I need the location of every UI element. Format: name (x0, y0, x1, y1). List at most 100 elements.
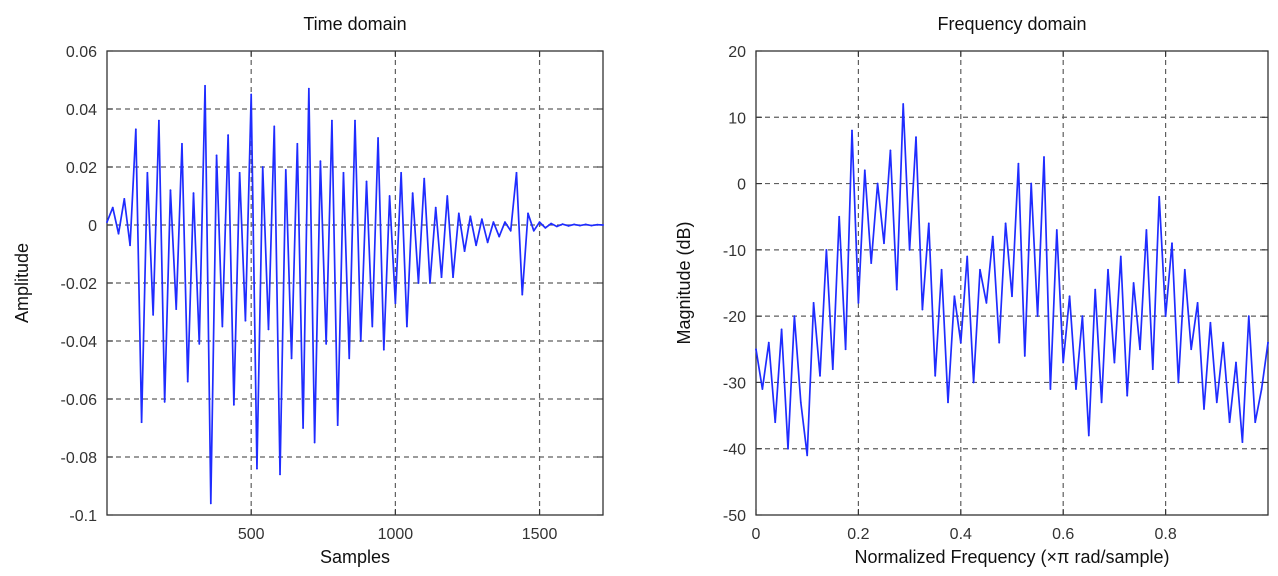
data-point (1068, 295, 1071, 298)
frequency-domain-chart: 0 0.2 0.4 0.6 0.8 20 10 0 -10 -20 -30 -40 -50 Frequen… (674, 14, 1269, 567)
data-point (325, 343, 328, 345)
data-point (1196, 301, 1199, 304)
chart-title: Time domain (303, 14, 406, 34)
data-point (106, 221, 108, 224)
data-point (123, 198, 126, 200)
data-point (889, 149, 892, 152)
x-tick-label: 0.2 (847, 526, 869, 543)
data-point (1062, 361, 1065, 364)
data-point (550, 222, 552, 225)
time-domain-panel: 500 1000 1500 0.06 0.04 0.02 0 -0.02 -0.04 -0.06 -… (12, 14, 604, 567)
data-point (475, 244, 478, 247)
data-point (498, 235, 501, 238)
data-point (221, 325, 224, 328)
data-point (538, 221, 541, 224)
data-point (1171, 242, 1173, 245)
data-point (812, 301, 815, 304)
data-point (267, 328, 270, 331)
data-point (972, 381, 975, 384)
y-tick-label: -0.06 (61, 392, 98, 409)
data-point (1100, 401, 1103, 404)
data-point (567, 224, 570, 227)
data-point (1049, 388, 1052, 390)
data-point (991, 235, 994, 238)
data-point (348, 357, 351, 360)
series-line (755, 103, 1269, 457)
data-point (296, 142, 299, 145)
data-point (876, 182, 879, 185)
y-tick-label: 20 (728, 44, 746, 61)
data-point (844, 348, 847, 351)
data-point (831, 368, 834, 371)
data-point (953, 295, 956, 298)
data-point (429, 282, 431, 284)
x-axis-label: Normalized Frequency (×π rad/sample) (854, 547, 1169, 567)
data-point (336, 424, 339, 426)
data-point (1158, 195, 1161, 198)
data-point (1017, 162, 1020, 165)
data-point (940, 268, 943, 271)
x-tick-label: 0.8 (1154, 526, 1176, 543)
data-point (927, 222, 930, 225)
data-point (532, 229, 535, 232)
data-point (359, 340, 362, 342)
data-point (1030, 182, 1033, 185)
data-point (1139, 348, 1141, 351)
data-point (755, 348, 757, 351)
data-point (1126, 394, 1129, 397)
data-point (806, 454, 809, 457)
data-point (129, 244, 131, 247)
data-point (902, 103, 905, 105)
data-point (227, 134, 230, 137)
data-point (521, 293, 524, 296)
data-point (504, 221, 506, 224)
data-point (279, 473, 281, 476)
data-point (215, 154, 218, 157)
data-point (1081, 315, 1084, 318)
frequency-domain-panel: 0 0.2 0.4 0.6 0.8 20 10 0 -10 -20 -30 -40 -50 Frequen… (639, 0, 1278, 576)
data-point (1119, 255, 1122, 258)
data-point (895, 288, 898, 291)
x-tick-label: 500 (238, 526, 265, 543)
y-tick-label: -0.08 (61, 450, 98, 467)
data-point (1215, 401, 1218, 404)
data-point (1113, 361, 1116, 364)
data-point (1247, 315, 1250, 318)
data-point (140, 421, 143, 424)
data-point (596, 223, 599, 226)
data-point (204, 84, 206, 87)
data-point (561, 223, 564, 226)
data-point (486, 241, 489, 244)
data-point (480, 218, 483, 221)
data-point (232, 403, 235, 406)
data-point (527, 212, 529, 215)
data-point (1107, 268, 1109, 271)
data-point (238, 171, 241, 174)
data-point (819, 374, 821, 377)
data-point (134, 128, 137, 131)
data-point (319, 160, 322, 163)
data-point (774, 421, 777, 424)
x-tick-label: 0.4 (950, 526, 972, 543)
data-point (1164, 315, 1167, 318)
data-point (181, 142, 183, 145)
data-point (1267, 341, 1269, 344)
y-tick-label: 0 (737, 177, 746, 194)
data-point (1011, 295, 1013, 298)
data-point (163, 401, 166, 403)
data-point (198, 343, 201, 345)
data-point (394, 302, 397, 305)
data-point (883, 242, 885, 245)
data-point (959, 341, 962, 344)
data-point (761, 388, 764, 390)
data-point (966, 255, 969, 258)
data-point (186, 380, 189, 383)
data-point (1260, 388, 1263, 390)
x-tick-label: 1500 (522, 526, 558, 543)
data-point (509, 229, 512, 232)
data-point (192, 192, 195, 195)
data-point (411, 192, 414, 195)
data-point (1177, 381, 1180, 384)
data-point (1036, 315, 1039, 318)
data-point (998, 341, 1001, 344)
